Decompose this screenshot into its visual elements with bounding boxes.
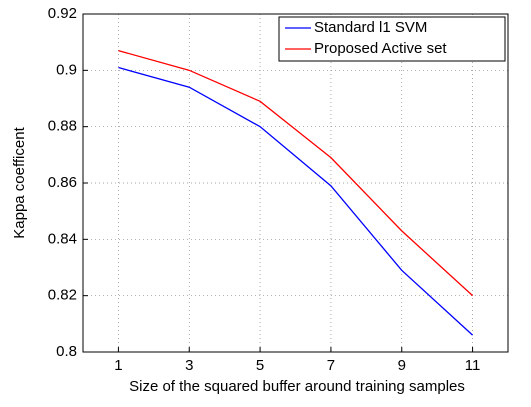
x-tick-label: 11 xyxy=(465,357,481,374)
legend-label: Proposed Active set xyxy=(314,40,447,57)
plot-frame xyxy=(82,13,509,353)
x-axis-label: Size of the squared buffer around traini… xyxy=(129,378,465,395)
y-axis-label: Kappa coefficent xyxy=(11,126,28,238)
y-tick-label: 0.88 xyxy=(48,118,77,135)
x-tick-label: 3 xyxy=(185,357,193,374)
y-tick-label: 0.82 xyxy=(48,287,77,304)
y-tick-label: 0.86 xyxy=(48,174,77,191)
x-tick-label: 1 xyxy=(114,357,122,374)
legend-label: Standard l1 SVM xyxy=(314,19,427,36)
y-tick-label: 0.84 xyxy=(48,230,77,247)
legend-box xyxy=(278,16,506,62)
y-tick-label: 0.9 xyxy=(56,61,77,78)
x-tick-label: 5 xyxy=(256,357,264,374)
y-tick-label: 0.8 xyxy=(56,343,77,360)
series-line xyxy=(118,66,474,336)
y-tick-label: 0.92 xyxy=(48,5,77,22)
x-tick-label: 9 xyxy=(398,357,406,374)
x-tick-label: 7 xyxy=(327,357,335,374)
series-line xyxy=(118,49,474,297)
